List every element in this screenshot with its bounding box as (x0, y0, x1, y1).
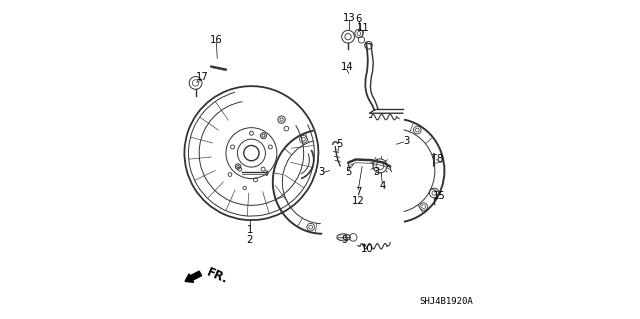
Text: 5: 5 (336, 139, 342, 149)
Text: 16: 16 (210, 35, 223, 45)
Text: 11: 11 (357, 23, 370, 33)
Text: 9: 9 (341, 235, 348, 245)
Text: 1: 1 (246, 225, 253, 235)
Text: 5: 5 (346, 167, 352, 177)
Text: 3: 3 (374, 167, 380, 177)
Text: 3: 3 (319, 167, 324, 177)
Text: 14: 14 (340, 62, 353, 72)
Text: 3: 3 (403, 136, 409, 146)
Text: 15: 15 (433, 191, 446, 201)
Text: 2: 2 (246, 235, 253, 245)
Text: FR.: FR. (204, 266, 230, 286)
FancyArrow shape (185, 271, 202, 282)
Text: 4: 4 (379, 181, 385, 191)
Text: 17: 17 (196, 72, 209, 82)
Text: 13: 13 (342, 12, 355, 23)
Text: SHJ4B1920A: SHJ4B1920A (419, 297, 473, 306)
Text: 8: 8 (436, 154, 443, 165)
Text: 7: 7 (355, 187, 362, 197)
Text: 12: 12 (352, 196, 365, 206)
Text: 6: 6 (356, 14, 362, 24)
Text: 10: 10 (361, 244, 374, 255)
